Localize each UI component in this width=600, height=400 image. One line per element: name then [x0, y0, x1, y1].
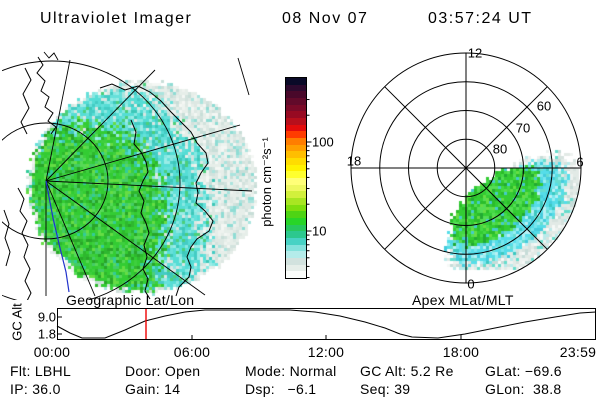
status-door: Door: Open — [125, 363, 201, 379]
colorbar-band — [286, 111, 306, 119]
colorbar-tick-10: 10 — [312, 223, 327, 239]
colorbar-band — [286, 171, 306, 179]
status-glat: GLat: −69.6 — [485, 363, 562, 379]
gc-alt-strip-chart — [56, 308, 597, 340]
strip-xtick-2359: 23:59 — [559, 344, 597, 360]
colorbar — [286, 78, 306, 279]
colorbar-tick-100: 100 — [312, 134, 334, 150]
geo-map-caption: Geographic Lat/Lon — [66, 292, 195, 308]
colorbar-band — [286, 191, 306, 199]
geo-map-grid — [2, 51, 253, 300]
strip-ylabel: GC Alt — [9, 303, 25, 341]
colorbar-band — [286, 231, 306, 239]
colorbar-band — [286, 158, 306, 165]
colorbar-band — [286, 238, 306, 245]
colorbar-frame-ticks — [285, 77, 312, 279]
colorbar-band — [286, 164, 306, 172]
terminator-meridian-blue — [45, 180, 70, 293]
colorbar-band — [286, 78, 306, 85]
time-label: 03:57:24 UT — [428, 10, 533, 27]
colorbar-band — [286, 258, 306, 265]
page-title: Ultraviolet Imager — [40, 10, 193, 27]
status-dsp: Dsp: −6.1 — [245, 381, 317, 397]
status-gain: Gain: 14 — [125, 381, 181, 397]
colorbar-band — [286, 218, 306, 225]
status-gcalt: GC Alt: 5.2 Re — [360, 363, 454, 379]
polar-clock-label-6: 6 — [576, 154, 584, 170]
colorbar-band — [286, 118, 306, 125]
polar-clock-label-0: 0 — [467, 276, 475, 292]
colorbar-band — [286, 124, 306, 132]
colorbar-band — [286, 131, 306, 139]
status-ip: IP: 36.0 — [10, 381, 61, 397]
colorbar-band — [286, 104, 306, 112]
colorbar-band — [286, 184, 306, 192]
colorbar-band — [286, 211, 306, 219]
colorbar-band — [286, 91, 306, 99]
polar-mlat-label-70: 70 — [515, 120, 531, 136]
colorbar-band — [286, 198, 306, 205]
colorbar-band — [286, 84, 306, 92]
colorbar-band — [286, 251, 306, 259]
gc-alt-curve — [56, 309, 597, 339]
strip-xtick-0600: 06:00 — [173, 344, 211, 360]
status-glon: GLon: 38.8 — [485, 381, 562, 397]
colorbar-band — [286, 264, 306, 272]
status-flt: Flt: LBHL — [10, 363, 72, 379]
status-mode: Mode: Normal — [245, 363, 337, 379]
polar-plot-caption: Apex MLat/MLT — [412, 292, 514, 308]
colorbar-unit-label: photon cm⁻²s⁻¹ — [259, 137, 274, 227]
colorbar-band — [286, 138, 306, 145]
colorbar-band — [286, 224, 306, 232]
colorbar-band — [286, 204, 306, 212]
colorbar-band — [286, 244, 306, 252]
coastlines — [3, 56, 214, 300]
strip-xtick-0000: 00:00 — [33, 344, 71, 360]
polar-grid — [350, 52, 582, 284]
colorbar-band — [286, 271, 306, 279]
strip-ytick-1.8: 1.8 — [37, 326, 56, 342]
colorbar-band — [286, 98, 306, 105]
strip-xtick-1800: 18:00 — [442, 344, 480, 360]
status-seq: Seq: 39 — [360, 381, 411, 397]
polar-mlat-label-80: 80 — [492, 141, 508, 157]
strip-ytick-9: 9.0 — [37, 309, 56, 325]
date-label: 08 Nov 07 — [282, 10, 369, 27]
colorbar-band — [286, 178, 306, 185]
polar-mlat-label-60: 60 — [536, 98, 552, 114]
strip-xtick-1200: 12:00 — [307, 344, 345, 360]
polar-clock-label-12: 12 — [467, 45, 483, 61]
polar-clock-label-18: 18 — [346, 153, 362, 169]
colorbar-band — [286, 144, 306, 152]
colorbar-band — [286, 151, 306, 159]
